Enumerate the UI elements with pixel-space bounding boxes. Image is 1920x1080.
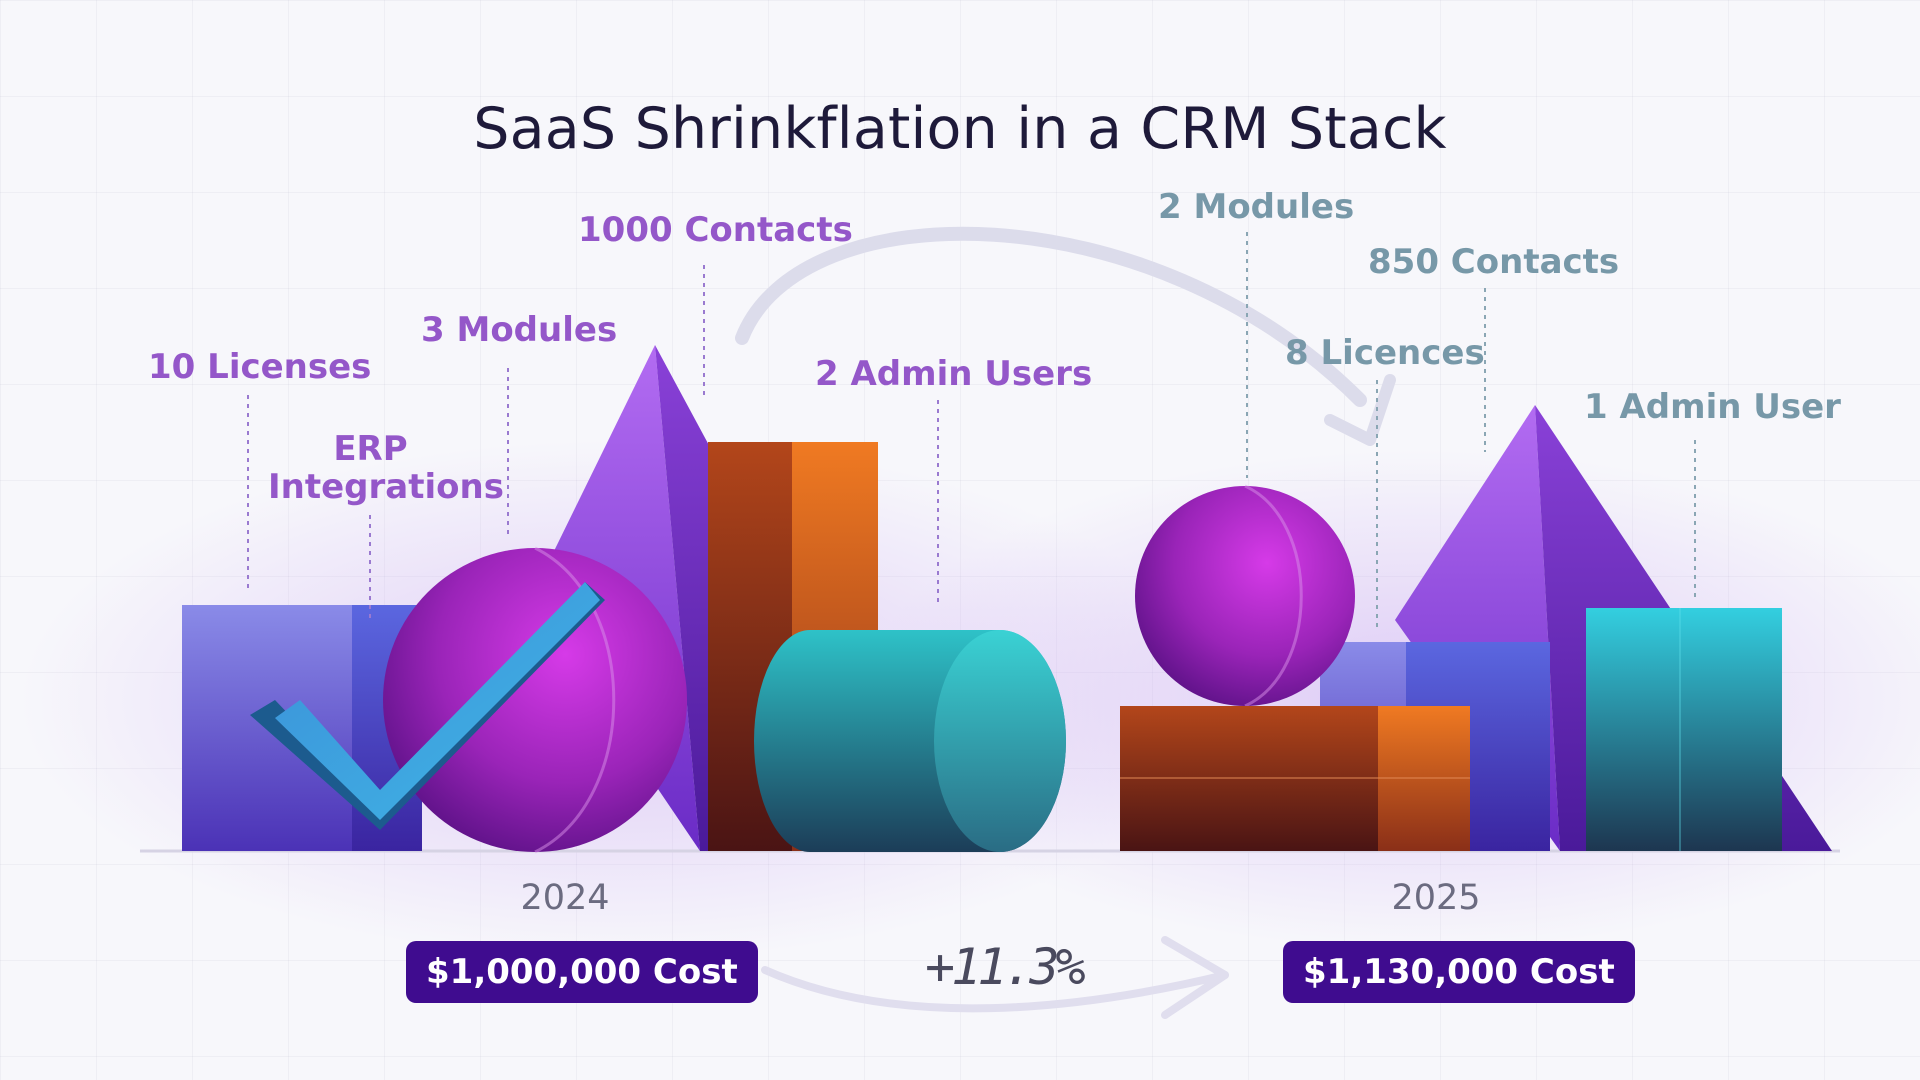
page-title: SaaS Shrinkflation in a CRM Stack	[473, 96, 1447, 162]
label-admins-2025: 1 Admin User	[1584, 387, 1841, 427]
admins-cylinder-end-2024	[934, 630, 1066, 852]
cost-change-percent: +11.3%	[925, 938, 1086, 996]
top-arrow-icon	[735, 226, 1367, 407]
erp-sphere-line-2024	[534, 546, 616, 854]
cost-badge-2024: $1,000,000 Cost	[406, 941, 758, 1003]
label-modules-2025: 2 Modules	[1158, 187, 1355, 227]
year-2024: 2024	[520, 878, 610, 918]
label-contacts-2024: 1000 Contacts	[578, 210, 853, 250]
modules-sphere-2025	[1135, 486, 1355, 706]
label-contacts-2025: 850 Contacts	[1368, 242, 1620, 282]
label-erp-2024: ERP Integrations	[268, 429, 504, 507]
checkmark-icon	[275, 582, 600, 820]
bottom-arrow-head-icon	[1161, 936, 1229, 1019]
cost-badge-2025: $1,130,000 Cost	[1283, 941, 1635, 1003]
label-licenses-2024: 10 Licenses	[148, 347, 372, 387]
admins-box-2025	[1586, 608, 1782, 851]
top-arrow-head-icon	[1324, 374, 1396, 446]
label-admins-2024: 2 Admin Users	[815, 354, 1093, 394]
leader-lines-2025	[1246, 232, 1696, 628]
modules-sphere-line-2025	[1244, 484, 1303, 708]
label-modules-2024: 3 Modules	[421, 310, 618, 350]
erp-sphere-2024	[383, 548, 687, 852]
label-licences-2025: 8 Licences	[1285, 333, 1485, 373]
year-2025: 2025	[1391, 878, 1481, 918]
bottom-arrow-icon	[761, 966, 1229, 1013]
leader-lines-2024	[247, 265, 939, 620]
